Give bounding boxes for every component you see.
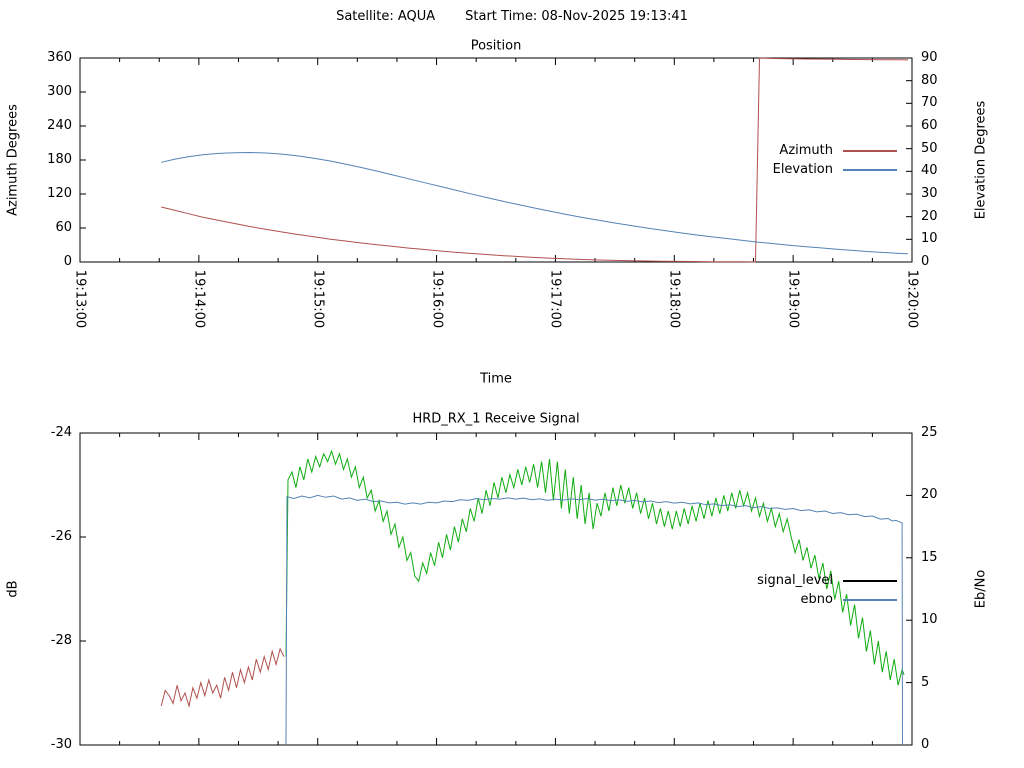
y2-tick-label: 0 [921, 254, 930, 269]
ebno-axis-label: Eb/No [973, 569, 989, 609]
y-tick-label: 240 [47, 118, 72, 133]
x-tick-label: 19:15:00 [310, 269, 326, 329]
start-time-label: Start Time: 08-Nov-2025 19:13:41 [465, 9, 688, 24]
y-tick-label: -28 [50, 633, 72, 648]
y-tick-label: 300 [47, 84, 72, 99]
y-tick-label: 120 [47, 186, 72, 201]
x-tick-label: 19:18:00 [666, 269, 682, 329]
legend-label-azimuth: Azimuth [779, 143, 833, 158]
legend-entry-signal-level: signal_level [749, 573, 897, 589]
y-tick-label: -26 [50, 529, 72, 544]
x-tick-label: 19:16:00 [429, 269, 445, 329]
header: Satellite: AQUA Start Time: 08-Nov-2025 … [0, 9, 1024, 24]
x-tick-label: 19:14:00 [191, 269, 207, 329]
y2-tick-label: 60 [921, 118, 938, 133]
plot-frame-chart1 [79, 432, 913, 746]
time-axis-label: Time [480, 371, 512, 387]
legend-entry-ebno: ebno [749, 592, 897, 608]
legend-line-ebno [843, 599, 897, 601]
legend-label-signal-level: signal_level [757, 573, 833, 588]
y2-tick-label: 70 [921, 95, 938, 111]
legend-label-ebno: ebno [800, 592, 833, 607]
y2-tick-label: 30 [921, 186, 938, 201]
legend-entry-elevation: Elevation [749, 162, 897, 178]
y2-tick-label: 40 [921, 163, 938, 179]
y2-tick-label: 80 [921, 72, 938, 88]
y2-tick-label: 0 [921, 737, 930, 752]
y-tick-label: -24 [50, 425, 72, 440]
receive-signal-chart-title: HRD_RX_1 Receive Signal [412, 411, 580, 427]
x-tick-label: 19:13:00 [72, 269, 88, 329]
position-chart-title: Position [470, 38, 522, 54]
legend-entry-azimuth: Azimuth [749, 143, 897, 159]
series-elevation [161, 151, 909, 255]
elevation-axis-label: Elevation Degrees [973, 100, 989, 220]
y2-tick-label: 5 [921, 674, 930, 690]
x-tick-label: 19:17:00 [547, 269, 563, 329]
series-ebno [285, 494, 903, 746]
legend-label-elevation: Elevation [772, 162, 833, 177]
series-azimuth [161, 57, 909, 263]
legend-line-azimuth [843, 150, 897, 152]
satellite-label: Satellite: AQUA [336, 9, 436, 24]
y2-tick-label: 15 [921, 549, 938, 565]
series-signal_level [285, 449, 905, 686]
y2-tick-label: 25 [921, 425, 938, 440]
legend-line-elevation [843, 169, 897, 171]
y2-tick-label: 10 [921, 612, 938, 628]
y2-tick-label: 20 [921, 487, 938, 503]
series-signal_level_prelock [160, 647, 285, 708]
y-tick-label: 360 [47, 50, 72, 65]
y-tick-label: 0 [63, 254, 72, 269]
y2-tick-label: 10 [921, 231, 938, 247]
legend-line-signal-level [843, 580, 897, 582]
plot-frame-chart0 [79, 57, 913, 263]
db-axis-label: dB [5, 580, 21, 598]
x-tick-label: 19:19:00 [785, 269, 801, 329]
y2-tick-label: 50 [921, 140, 938, 156]
x-tick-label: 19:20:00 [904, 269, 920, 329]
y2-tick-label: 90 [921, 50, 938, 65]
y2-tick-label: 20 [921, 208, 938, 224]
y-tick-label: 60 [55, 220, 72, 235]
y-tick-label: -30 [50, 737, 72, 752]
y-tick-label: 180 [47, 152, 72, 167]
